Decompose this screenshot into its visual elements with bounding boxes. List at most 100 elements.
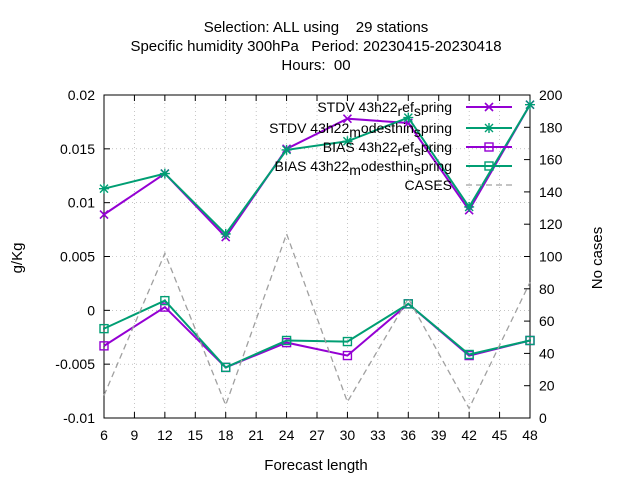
grid	[103, 94, 531, 419]
series-marker-dot	[407, 302, 410, 305]
x-tick-label: 9	[131, 427, 139, 443]
y2-tick-label: 200	[539, 87, 563, 103]
x-tick-label: 42	[461, 427, 477, 443]
x-tick-label: 27	[309, 427, 325, 443]
y2-tick-label: 0	[539, 410, 547, 426]
legend-entry-0: STDV 43h22refspring	[317, 99, 512, 119]
legend-label: CASES	[405, 177, 452, 193]
x-tick-label: 33	[370, 427, 386, 443]
y-tick-label: -0.005	[55, 356, 95, 372]
series-4	[103, 231, 531, 410]
series-marker-star	[220, 228, 231, 239]
legend-label-part: pring	[421, 158, 452, 174]
legend-entry-2: BIAS 43h22refspring	[323, 139, 512, 159]
y2-tick-label: 20	[539, 378, 555, 394]
series-marker-dot	[224, 366, 227, 369]
x-tick-label: 39	[431, 427, 447, 443]
series-marker-square	[160, 302, 170, 312]
y2-tick-label: 120	[539, 216, 563, 232]
x-tick-label: 36	[400, 427, 416, 443]
x-tick-label: 48	[522, 427, 538, 443]
series-marker-star	[281, 144, 292, 155]
series-marker-x	[484, 102, 494, 112]
legend-label-part: BIAS 43h22	[275, 158, 350, 174]
series-line	[103, 231, 531, 410]
series-1	[99, 99, 535, 239]
y-tick-label: 0.01	[68, 195, 95, 211]
legend-label-part: pring	[421, 139, 452, 155]
series-line	[103, 104, 531, 236]
legend-label-part: s	[414, 143, 421, 159]
x-tick-label: 30	[340, 427, 356, 443]
legend-label-part: r	[398, 143, 403, 159]
axes: 6 9 12 15 18 21 24 27 30 33 36 39 42 45 48 -0.01 -0.005 0…	[55, 87, 562, 443]
y-tick-label: 0.02	[68, 87, 95, 103]
x-tick-label: 24	[279, 427, 295, 443]
legend-label-part: odesthin	[361, 120, 414, 136]
legend-label: STDV 43h22refspring	[317, 99, 452, 119]
legend-label-part: pring	[421, 120, 452, 136]
legend-label-part: s	[414, 124, 421, 140]
x-tick-label: 18	[218, 427, 234, 443]
legend-label-part: s	[414, 103, 421, 119]
series-marker-x	[342, 114, 352, 124]
plot-series	[99, 99, 535, 410]
series-marker-square	[484, 142, 494, 152]
legend-label: BIAS 43h22modesthinspring	[275, 158, 452, 178]
chart-title: Selection: ALL using 29 stations Specifi…	[130, 19, 501, 74]
legend-entry-4: CASES	[405, 177, 512, 193]
series-line	[103, 299, 531, 369]
legend-label-part: m	[349, 124, 361, 140]
series-marker-square	[99, 341, 109, 351]
legend-label-part: s	[414, 162, 421, 178]
title-line-2: Specific humidity 300hPa Period: 2023041…	[130, 38, 501, 55]
series-marker-dot	[285, 339, 288, 342]
legend-label-part: STDV 43h22	[317, 99, 397, 115]
series-marker-star	[99, 183, 109, 194]
series-marker-star	[464, 201, 475, 212]
y-tick-label: 0.005	[60, 249, 95, 265]
series-marker-square	[342, 350, 353, 361]
x-axis-label: Forecast length	[264, 457, 367, 474]
title-line-1: Selection: ALL using 29 stations	[204, 19, 429, 36]
series-marker-square	[99, 323, 109, 334]
y2-axis-label: No cases	[589, 227, 606, 290]
series-marker-star	[484, 123, 494, 133]
y2-tick-label: 100	[539, 249, 563, 265]
x-tick-label: 21	[248, 427, 264, 443]
x-tick-label: 6	[100, 427, 108, 443]
series-marker-dot	[103, 327, 105, 330]
series-marker-square	[160, 295, 170, 306]
series-marker-dot	[163, 299, 166, 302]
legend-label: STDV 43h22modesthinspring	[269, 120, 452, 140]
series-marker-dot	[529, 339, 531, 342]
legend-label-part: BIAS 43h22	[323, 139, 398, 155]
y-tick-label: 0.015	[60, 141, 95, 157]
y2-tick-label: 180	[539, 119, 563, 135]
y-tick-label: 0	[87, 302, 95, 318]
y2-tick-label: 40	[539, 345, 555, 361]
series-marker-x	[99, 209, 109, 220]
series-marker-dot	[488, 165, 490, 167]
y2-tick-label: 80	[539, 281, 555, 297]
y2-tick-label: 160	[539, 152, 563, 168]
series-marker-star	[342, 136, 353, 147]
series-marker-square	[525, 335, 535, 346]
x-tick-label: 15	[187, 427, 203, 443]
series-marker-square	[484, 161, 494, 171]
x-tick-label: 45	[492, 427, 508, 443]
series-marker-dot	[346, 340, 349, 343]
y2-tick-label: 60	[539, 313, 555, 329]
legend-entry-3: BIAS 43h22modesthinspring	[275, 158, 512, 178]
x-tick-label: 12	[157, 427, 173, 443]
series-marker-square	[403, 299, 413, 309]
legend-entry-1: STDV 43h22modesthinspring	[269, 120, 512, 140]
title-line-3: Hours: 00	[281, 57, 350, 74]
series-marker-star	[403, 112, 414, 123]
legend-label: BIAS 43h22refspring	[323, 139, 452, 159]
series-3	[99, 295, 535, 373]
y-axis-label: g/Kg	[9, 243, 26, 274]
